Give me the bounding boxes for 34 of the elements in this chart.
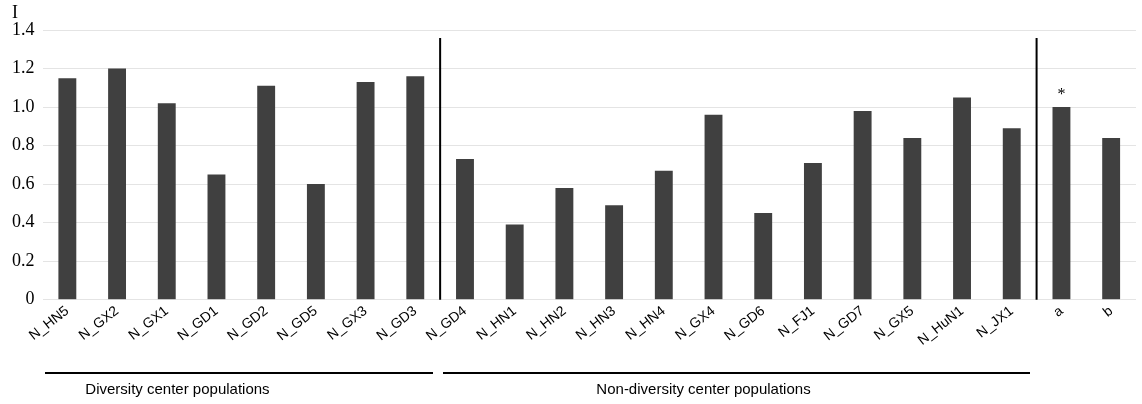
y-tick-label: 0.4 [12,211,35,232]
bar [306,184,325,300]
bar [505,224,524,300]
text: Non-diversity center populations [596,380,811,397]
x-tick-label: b [1099,301,1116,320]
bar [555,187,574,300]
bar [903,137,922,300]
bar [356,82,375,300]
bar [853,110,872,300]
annotation: * [1057,85,1066,103]
bar [1002,128,1021,300]
bar [108,68,126,300]
bar [1052,107,1071,300]
y-tick-label: 0 [25,288,35,309]
bar [1102,137,1121,300]
y-tick-label: 0.8 [12,134,35,155]
bar [803,162,822,300]
bar [605,205,624,300]
bar [257,85,276,300]
y-tick-label: 1.2 [12,57,35,78]
bar [654,170,673,300]
bar [953,97,971,300]
bar [207,174,226,300]
y-tick-label: 0.6 [12,172,35,193]
x-tick-label: a [1049,301,1066,320]
text: Diversity center populations [85,380,270,397]
bar [754,213,773,300]
y-tick-label: 0.2 [12,249,35,270]
bar [406,76,425,300]
bar [456,159,474,300]
y-tick-label: 1.0 [12,95,35,116]
bar [157,103,176,300]
bar [58,78,77,300]
bar [704,114,723,300]
